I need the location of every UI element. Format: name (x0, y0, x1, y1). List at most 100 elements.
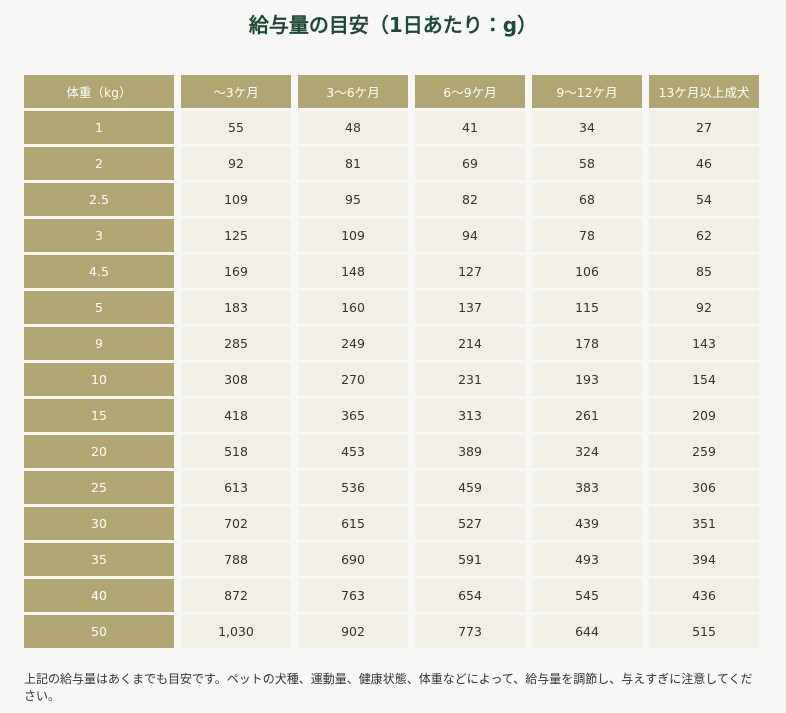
table-row: 9 285 249 214 178 143 (24, 327, 759, 360)
table-row: 30 702 615 527 439 351 (24, 507, 759, 540)
weight-cell: 50 (24, 615, 174, 648)
amount-cell: 68 (532, 183, 642, 216)
amount-cell: 125 (181, 219, 291, 252)
column-header: 13ケ月以上成犬 (649, 75, 759, 108)
table-row: 25 613 536 459 383 306 (24, 471, 759, 504)
amount-cell: 82 (415, 183, 525, 216)
weight-cell: 40 (24, 579, 174, 612)
amount-cell: 394 (649, 543, 759, 576)
feeding-table: 体重（kg） 〜3ケ月 3〜6ケ月 6〜9ケ月 9〜12ケ月 13ケ月以上成犬 1 55 48… (17, 72, 766, 651)
weight-cell: 5 (24, 291, 174, 324)
amount-cell: 169 (181, 255, 291, 288)
table-row: 20 518 453 389 324 259 (24, 435, 759, 468)
column-header: 〜3ケ月 (181, 75, 291, 108)
table-row: 5 183 160 137 115 92 (24, 291, 759, 324)
amount-cell: 389 (415, 435, 525, 468)
amount-cell: 115 (532, 291, 642, 324)
amount-cell: 536 (298, 471, 408, 504)
amount-cell: 324 (532, 435, 642, 468)
amount-cell: 261 (532, 399, 642, 432)
table-row: 50 1,030 902 773 644 515 (24, 615, 759, 648)
column-header: 6〜9ケ月 (415, 75, 525, 108)
amount-cell: 702 (181, 507, 291, 540)
amount-cell: 85 (649, 255, 759, 288)
amount-cell: 55 (181, 111, 291, 144)
table-row: 15 418 365 313 261 209 (24, 399, 759, 432)
weight-cell: 35 (24, 543, 174, 576)
table-row: 3 125 109 94 78 62 (24, 219, 759, 252)
amount-cell: 453 (298, 435, 408, 468)
column-header: 9〜12ケ月 (532, 75, 642, 108)
column-header: 3〜6ケ月 (298, 75, 408, 108)
amount-cell: 106 (532, 255, 642, 288)
amount-cell: 209 (649, 399, 759, 432)
amount-cell: 527 (415, 507, 525, 540)
amount-cell: 690 (298, 543, 408, 576)
table-row: 40 872 763 654 545 436 (24, 579, 759, 612)
amount-cell: 48 (298, 111, 408, 144)
amount-cell: 231 (415, 363, 525, 396)
amount-cell: 545 (532, 579, 642, 612)
amount-cell: 383 (532, 471, 642, 504)
header-row: 体重（kg） 〜3ケ月 3〜6ケ月 6〜9ケ月 9〜12ケ月 13ケ月以上成犬 (24, 75, 759, 108)
amount-cell: 148 (298, 255, 408, 288)
amount-cell: 183 (181, 291, 291, 324)
amount-cell: 109 (181, 183, 291, 216)
amount-cell: 493 (532, 543, 642, 576)
amount-cell: 69 (415, 147, 525, 180)
amount-cell: 46 (649, 147, 759, 180)
weight-cell: 25 (24, 471, 174, 504)
amount-cell: 436 (649, 579, 759, 612)
weight-cell: 10 (24, 363, 174, 396)
amount-cell: 249 (298, 327, 408, 360)
amount-cell: 644 (532, 615, 642, 648)
amount-cell: 41 (415, 111, 525, 144)
amount-cell: 872 (181, 579, 291, 612)
weight-cell: 30 (24, 507, 174, 540)
weight-cell: 20 (24, 435, 174, 468)
amount-cell: 615 (298, 507, 408, 540)
amount-cell: 34 (532, 111, 642, 144)
amount-cell: 518 (181, 435, 291, 468)
weight-cell: 1 (24, 111, 174, 144)
amount-cell: 58 (532, 147, 642, 180)
weight-cell: 15 (24, 399, 174, 432)
table-row: 35 788 690 591 493 394 (24, 543, 759, 576)
amount-cell: 285 (181, 327, 291, 360)
weight-cell: 9 (24, 327, 174, 360)
weight-cell: 2 (24, 147, 174, 180)
table-row: 4.5 169 148 127 106 85 (24, 255, 759, 288)
amount-cell: 160 (298, 291, 408, 324)
title: 給与量の目安（1日あたり：g） (248, 13, 538, 37)
table-row: 1 55 48 41 34 27 (24, 111, 759, 144)
amount-cell: 54 (649, 183, 759, 216)
weight-cell: 4.5 (24, 255, 174, 288)
amount-cell: 270 (298, 363, 408, 396)
amount-cell: 62 (649, 219, 759, 252)
table-body: 1 55 48 41 34 27 2 92 81 69 58 46 2.5 109 95 82 68 54 3 125… (24, 111, 759, 648)
amount-cell: 313 (415, 399, 525, 432)
amount-cell: 773 (415, 615, 525, 648)
amount-cell: 92 (649, 291, 759, 324)
amount-cell: 81 (298, 147, 408, 180)
amount-cell: 137 (415, 291, 525, 324)
amount-cell: 439 (532, 507, 642, 540)
table-row: 10 308 270 231 193 154 (24, 363, 759, 396)
amount-cell: 351 (649, 507, 759, 540)
amount-cell: 109 (298, 219, 408, 252)
amount-cell: 515 (649, 615, 759, 648)
weight-cell: 2.5 (24, 183, 174, 216)
amount-cell: 127 (415, 255, 525, 288)
amount-cell: 27 (649, 111, 759, 144)
amount-cell: 178 (532, 327, 642, 360)
table-row: 2 92 81 69 58 46 (24, 147, 759, 180)
amount-cell: 92 (181, 147, 291, 180)
amount-cell: 1,030 (181, 615, 291, 648)
amount-cell: 613 (181, 471, 291, 504)
amount-cell: 365 (298, 399, 408, 432)
amount-cell: 78 (532, 219, 642, 252)
weight-cell: 3 (24, 219, 174, 252)
amount-cell: 763 (298, 579, 408, 612)
amount-cell: 654 (415, 579, 525, 612)
